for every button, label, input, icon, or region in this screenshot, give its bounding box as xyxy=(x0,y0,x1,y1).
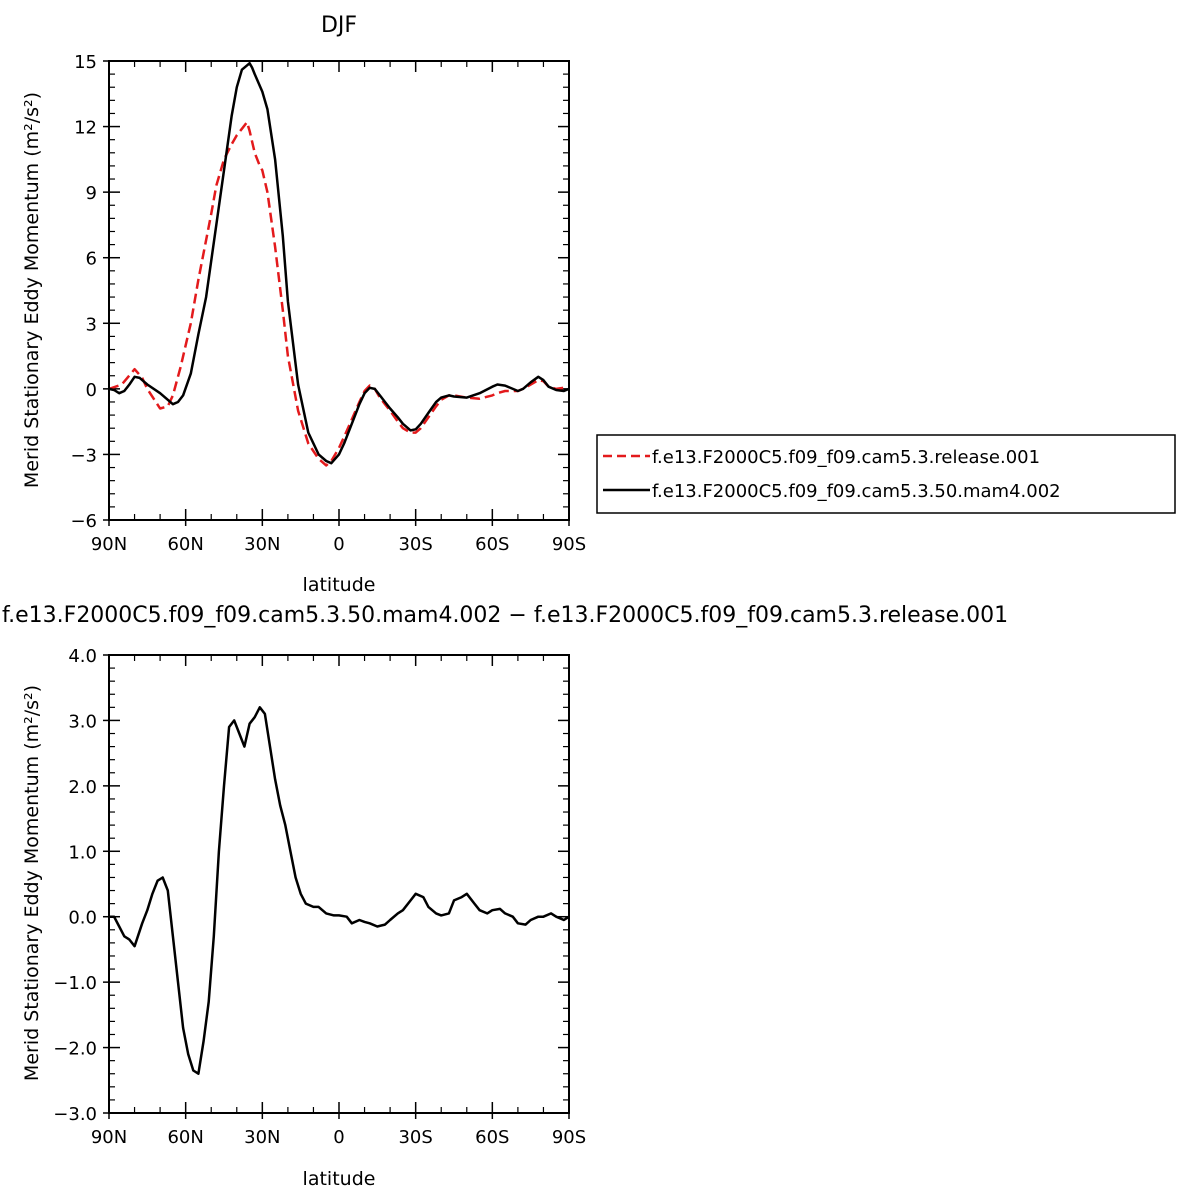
plot-lines xyxy=(108,61,570,467)
y-tick-label: 2.0 xyxy=(68,777,97,798)
y-tick-label: 3 xyxy=(86,314,97,335)
x-tick-label: 30N xyxy=(244,534,280,555)
series-line-0 xyxy=(109,706,570,1075)
y-axis-label-group: Merid Stationary Eddy Momentum (m²/s²) xyxy=(21,92,43,488)
y-tick-label: 1.0 xyxy=(68,842,97,863)
plot-lines xyxy=(109,706,570,1075)
x-axis-label: latitude xyxy=(303,1168,376,1190)
legend-label-1: f.e13.F2000C5.f09_f09.cam5.3.50.mam4.002 xyxy=(652,481,1061,502)
y-axis-label: Merid Stationary Eddy Momentum (m²/s²) xyxy=(21,685,43,1081)
x-tick-label: 0 xyxy=(333,1127,344,1148)
chart-title: DJF xyxy=(321,13,357,38)
y-tick-label: 15 xyxy=(74,52,97,73)
y-tick-label: 12 xyxy=(74,118,97,139)
x-tick-label: 0 xyxy=(333,534,344,555)
y-axis-label-group: Merid Stationary Eddy Momentum (m²/s²) xyxy=(21,685,43,1081)
x-tick-label: 90S xyxy=(552,1127,586,1148)
plot-frame xyxy=(108,654,570,1114)
y-tick-label: −6 xyxy=(70,511,97,532)
x-tick-label: 30S xyxy=(398,1127,432,1148)
series-line-0 xyxy=(108,120,570,467)
chart-title: f.e13.F2000C5.f09_f09.cam5.3.50.mam4.002… xyxy=(2,603,1008,628)
x-tick-label: 30N xyxy=(244,1127,280,1148)
y-tick-label: −1.0 xyxy=(53,973,97,994)
legend-box xyxy=(596,434,1176,514)
y-axis-label: Merid Stationary Eddy Momentum (m²/s²) xyxy=(21,92,43,488)
tick-marks: 90N 60N 30N 0 30S 60S 90S 15 12 9 6 3 0 −3 −6 xyxy=(70,52,586,555)
x-tick-label: 90N xyxy=(91,1127,127,1148)
panel-top: DJF Merid Stationary Eddy Momentum (m²/s… xyxy=(21,13,586,596)
y-tick-label: 4.0 xyxy=(68,646,97,667)
y-tick-label: −2.0 xyxy=(53,1039,97,1060)
x-axis-label: latitude xyxy=(303,574,376,596)
x-tick-label: 60S xyxy=(475,1127,509,1148)
legend: f.e13.F2000C5.f09_f09.cam5.3.release.001… xyxy=(596,434,1176,514)
x-tick-label: 90S xyxy=(552,534,586,555)
x-tick-label: 30S xyxy=(398,534,432,555)
tick-marks: 90N 60N 30N 0 30S 60S 90S 4.0 3.0 2.0 1.0 0.0 −1.0 −2… xyxy=(53,646,586,1148)
y-tick-label: 9 xyxy=(86,183,97,204)
x-tick-label: 90N xyxy=(91,534,127,555)
x-tick-label: 60S xyxy=(475,534,509,555)
y-tick-label: −3.0 xyxy=(53,1104,97,1125)
series-line-1 xyxy=(108,61,570,465)
y-tick-label: −3 xyxy=(70,445,97,466)
x-tick-label: 60N xyxy=(167,1127,203,1148)
legend-label-0: f.e13.F2000C5.f09_f09.cam5.3.release.001 xyxy=(652,447,1040,468)
y-tick-label: 0.0 xyxy=(68,908,97,929)
panel-bottom: f.e13.F2000C5.f09_f09.cam5.3.50.mam4.002… xyxy=(2,603,1008,1190)
plot-frame xyxy=(108,60,570,521)
y-tick-label: 0 xyxy=(86,380,97,401)
y-tick-label: 6 xyxy=(86,249,97,270)
x-tick-label: 60N xyxy=(167,534,203,555)
y-tick-label: 3.0 xyxy=(68,711,97,732)
